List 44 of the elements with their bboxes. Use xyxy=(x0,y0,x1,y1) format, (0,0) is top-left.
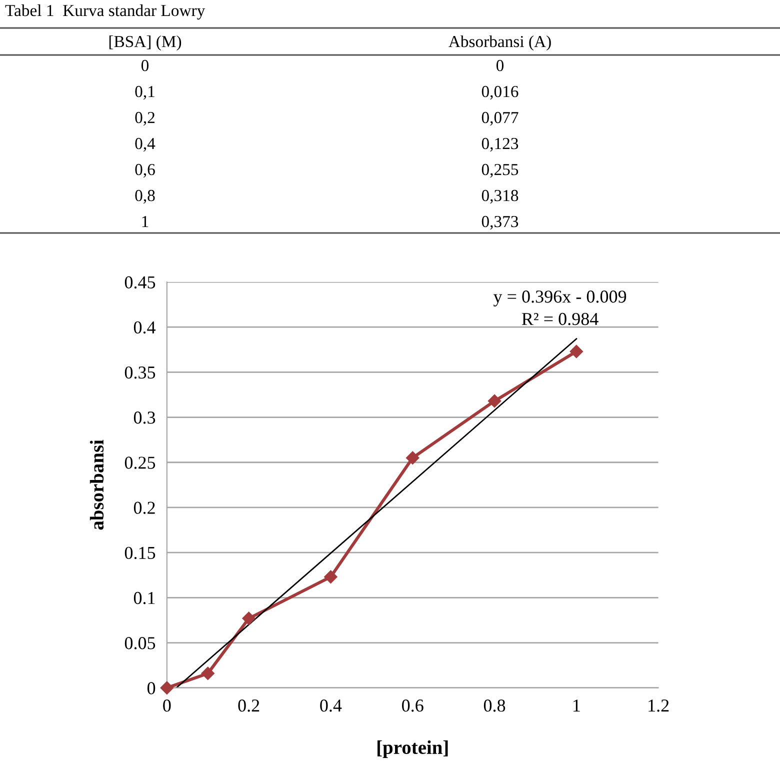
y-tick-label: 0.45 xyxy=(124,276,156,289)
x-tick-label: 1.2 xyxy=(648,700,669,712)
text: 0,255 xyxy=(482,164,518,178)
y-tick-label: 0.25 xyxy=(124,456,156,469)
x-tick-label: 0.2 xyxy=(238,699,260,712)
x-tick-label: 1 xyxy=(573,700,580,712)
y-tick-label: 0.1 xyxy=(134,592,155,604)
y-tick-label: 0.3 xyxy=(134,412,156,424)
annotation: y = 0.396x - 0.009 xyxy=(493,290,626,306)
y-tick-label: 0.2 xyxy=(134,502,155,514)
x-tick-label: 0.4 xyxy=(320,699,342,712)
text: [BSA] (M) xyxy=(109,35,182,51)
text: 0 xyxy=(496,60,504,72)
point xyxy=(324,570,338,584)
point xyxy=(406,451,420,464)
text: 0,077 xyxy=(482,112,518,126)
y-tick-label: 0 xyxy=(147,682,156,694)
point xyxy=(242,612,256,625)
x-tick-label: 0.8 xyxy=(484,699,506,712)
text: 0,123 xyxy=(482,138,518,152)
text: 0,8 xyxy=(135,190,155,204)
text: 0,373 xyxy=(482,216,518,230)
point xyxy=(201,666,214,680)
text: 0,6 xyxy=(135,164,155,178)
annotation: R² = 0.984 xyxy=(522,312,598,326)
text: 1 xyxy=(142,216,148,228)
y-axis-title: absorbansi xyxy=(90,440,104,530)
chart-title: Tabel 1 Kurva standar Lowry xyxy=(5,4,206,20)
text: 0,4 xyxy=(135,138,156,152)
point xyxy=(160,681,174,694)
x-tick-label: 0 xyxy=(163,699,171,712)
x-axis-title: [protein] xyxy=(378,740,448,758)
text: 0,1 xyxy=(135,86,154,100)
text: 0,318 xyxy=(482,190,518,204)
x-tick-label: 0.6 xyxy=(402,699,424,712)
text: 0,2 xyxy=(135,112,154,126)
y-tick-label: 0.15 xyxy=(124,546,156,560)
text: Absorbansi (A) xyxy=(448,35,551,51)
text: 0,016 xyxy=(482,86,518,100)
y-tick-label: 0.35 xyxy=(124,366,156,379)
point xyxy=(488,394,502,408)
y-tick-label: 0.05 xyxy=(124,637,156,650)
y-tick-label: 0.4 xyxy=(134,321,156,334)
point xyxy=(570,344,584,358)
